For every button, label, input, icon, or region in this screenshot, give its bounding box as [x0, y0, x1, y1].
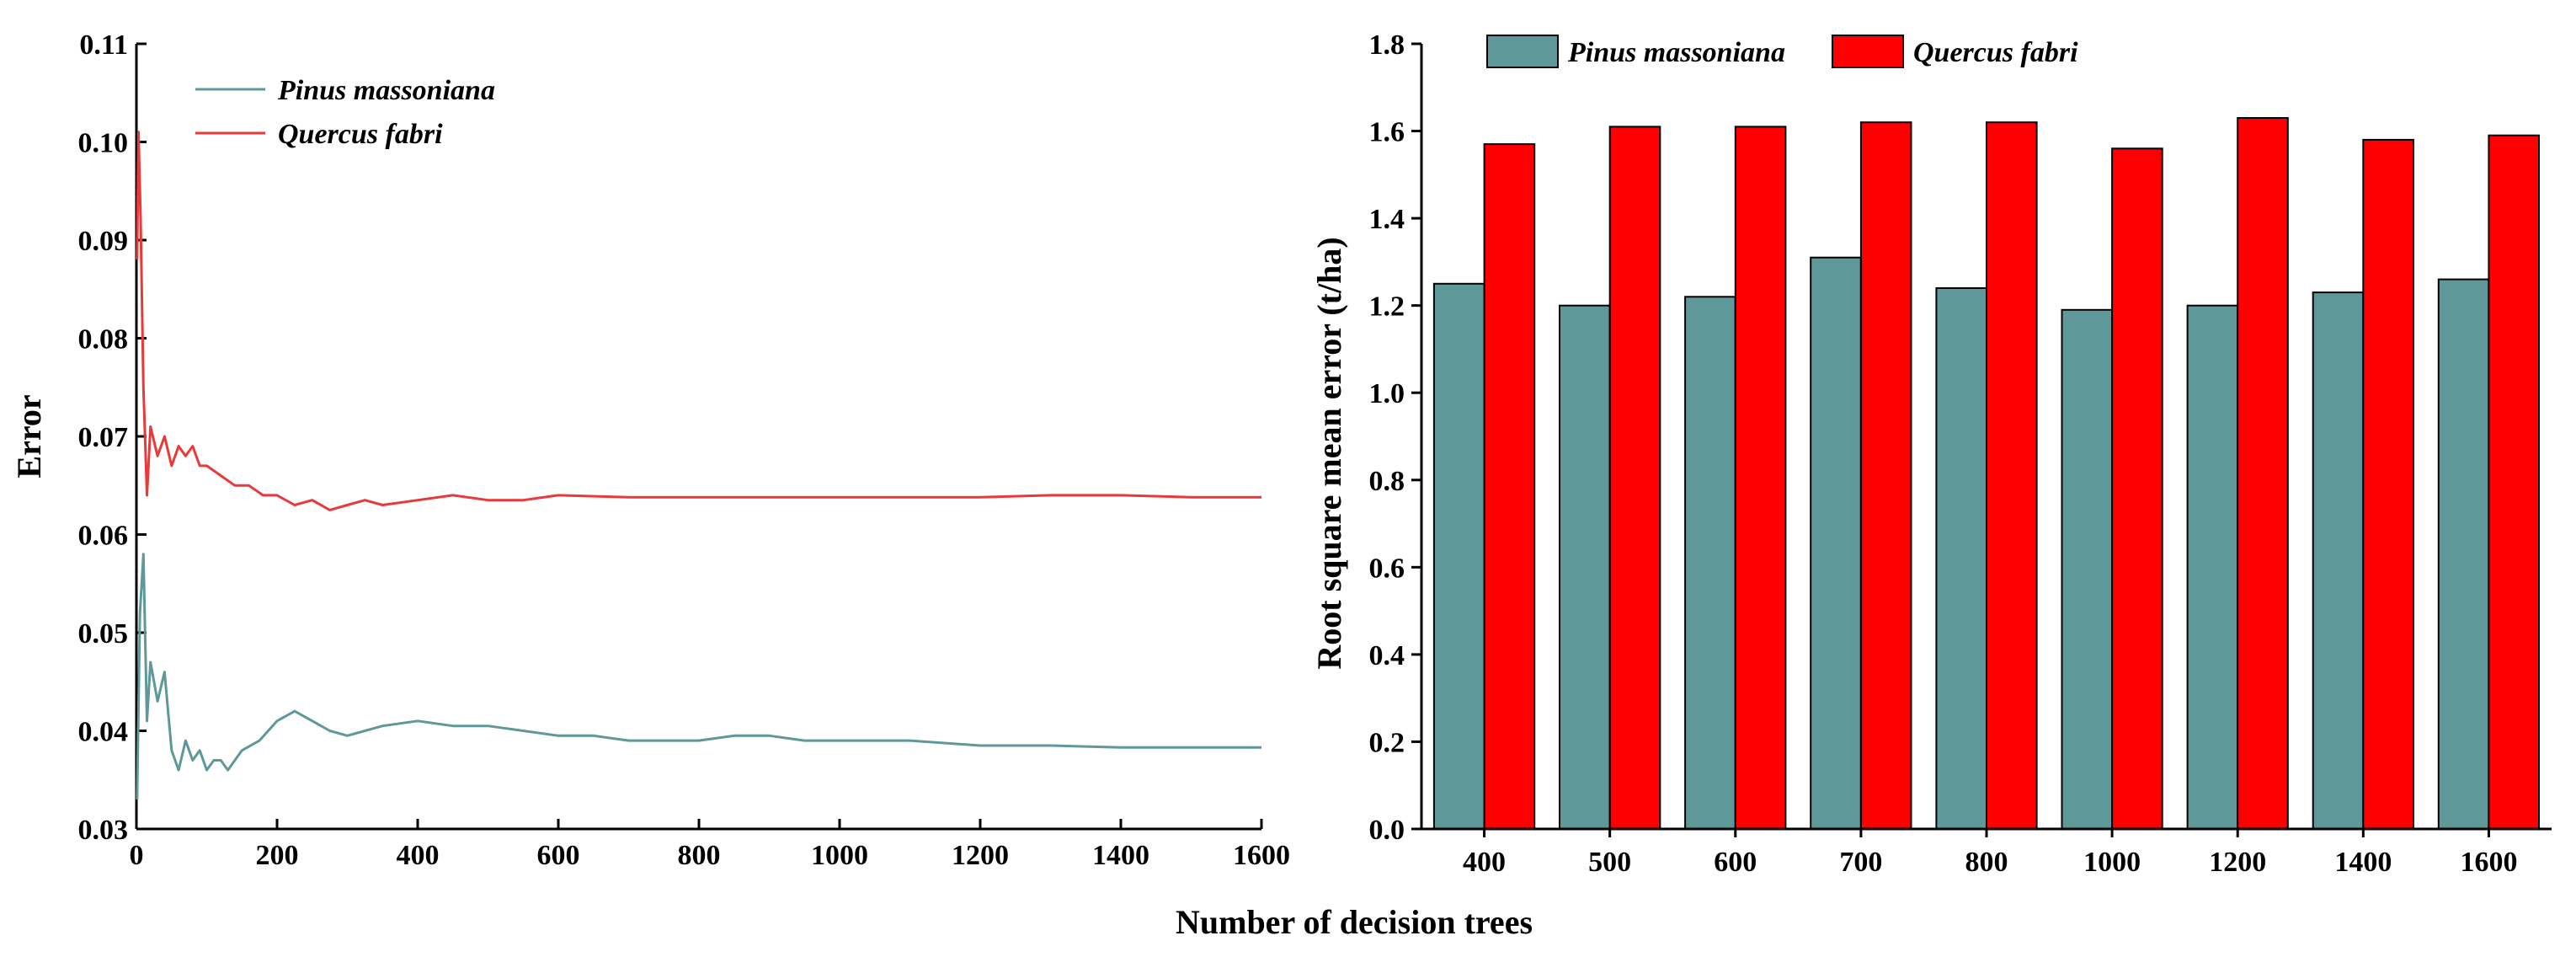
bar-quercus-1600 [2488, 134, 2540, 830]
x-tick-label: 1000 [811, 840, 868, 871]
x-tick-label: 200 [256, 840, 299, 871]
legend-swatch-pinus [1486, 35, 1559, 68]
bar-quercus-1000 [2111, 147, 2163, 831]
x-tick-label: 400 [1463, 847, 1506, 878]
series-line-pinus-massoniana [136, 553, 1261, 800]
error-line-chart: 0.03 0.04 0.05 0.06 0.07 0.08 0.09 0.10 0.11 0 200… [10, 29, 1290, 871]
bar-quercus-400 [1483, 143, 1536, 831]
y-tick-label: 0.09 [78, 226, 129, 257]
x-tick-label: 500 [1588, 847, 1631, 878]
legend-label-pinus: Pinus massoniana [1567, 37, 1785, 68]
shared-x-axis-title: Number of decision trees [1176, 903, 1533, 941]
bar-pinus-800 [1935, 287, 1987, 830]
x-tick-label: 1400 [2334, 847, 2392, 878]
y-tick-label: 0.06 [78, 521, 129, 552]
y-axis-title: Root square mean error (t/ha) [1310, 237, 1348, 669]
x-tick-label: 1000 [2083, 847, 2141, 878]
bar-quercus-1200 [2237, 117, 2289, 830]
y-tick-label: 0.11 [79, 29, 128, 61]
y-tick-label: 0.8 [1369, 466, 1405, 497]
bar-pinus-1200 [2186, 304, 2239, 830]
x-tick-label: 700 [1839, 847, 1882, 878]
x-tick-label: 600 [537, 840, 580, 871]
y-tick-label: 1.0 [1369, 378, 1405, 409]
x-tick-label: 1400 [1092, 840, 1149, 871]
bar-quercus-500 [1608, 126, 1661, 830]
bar-pinus-1400 [2312, 291, 2365, 831]
y-tick-label: 0.05 [78, 618, 129, 650]
x-tick-label: 0 [130, 840, 144, 871]
x-tick-label: 1200 [952, 840, 1009, 871]
y-tick-label: 1.8 [1369, 29, 1405, 61]
y-tick-label: 0.0 [1369, 815, 1405, 846]
bar-pinus-400 [1432, 282, 1485, 830]
legend-swatch-quercus [1832, 35, 1904, 68]
legend-label-pinus: Pinus massoniana [277, 75, 495, 106]
bar-quercus-800 [1986, 121, 2038, 830]
bar-pinus-500 [1559, 304, 1611, 830]
y-tick-label: 0.6 [1369, 553, 1405, 584]
x-tick-label: 1600 [2460, 847, 2517, 878]
x-tick-label: 400 [397, 840, 440, 871]
series-line-quercus-fabri [136, 131, 1261, 511]
bar-pinus-700 [1810, 256, 1862, 830]
bar-quercus-600 [1734, 126, 1787, 830]
bar-quercus-700 [1859, 121, 1912, 830]
y-tick-label: 0.08 [78, 324, 129, 356]
y-tick-label: 0.03 [78, 815, 129, 846]
legend-label-quercus: Quercus fabri [1913, 37, 2078, 68]
y-axis-title: Error [10, 394, 48, 478]
x-tick-label: 800 [678, 840, 721, 871]
bar-quercus-1400 [2362, 138, 2414, 830]
x-tick-label: 800 [1965, 847, 2008, 878]
y-tick-label: 0.4 [1369, 640, 1405, 671]
rmse-bar-chart: 400 500 600 700 800 1000 1200 1400 1600 0.0 0.2 0.4… [1310, 29, 2552, 878]
bar-pinus-1000 [2061, 308, 2114, 830]
y-tick-label: 0.07 [78, 422, 129, 453]
bar-pinus-1600 [2437, 278, 2490, 831]
y-tick-label: 1.4 [1369, 204, 1405, 235]
y-tick-label: 0.10 [78, 128, 129, 159]
x-tick-label: 600 [1714, 847, 1757, 878]
y-tick-label: 0.04 [78, 717, 129, 748]
x-tick-label: 1200 [2209, 847, 2266, 878]
x-tick-label: 1600 [1233, 840, 1290, 871]
legend-label-quercus: Quercus fabri [278, 119, 443, 150]
y-tick-label: 0.2 [1369, 727, 1405, 758]
y-tick-label: 1.6 [1369, 117, 1405, 148]
y-tick-label: 1.2 [1369, 291, 1405, 323]
bar-pinus-600 [1684, 296, 1736, 830]
